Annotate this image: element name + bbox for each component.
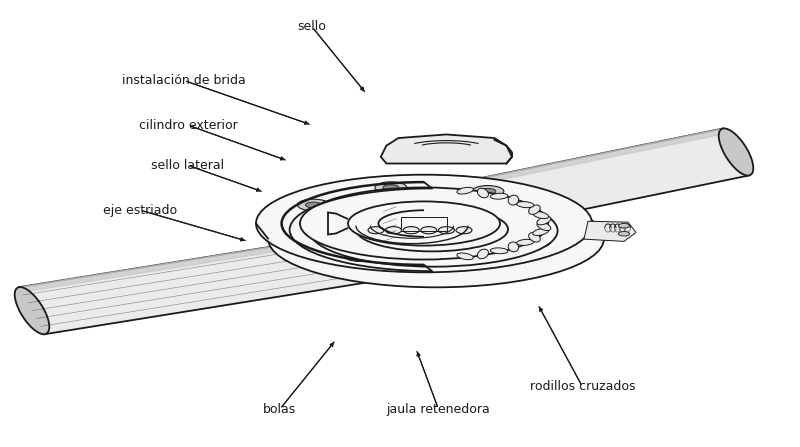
Polygon shape [19,236,342,292]
Ellipse shape [441,253,473,265]
Ellipse shape [14,287,50,334]
Ellipse shape [457,253,474,260]
Ellipse shape [375,182,407,194]
Text: sello lateral: sello lateral [151,159,225,172]
Ellipse shape [472,186,504,197]
Ellipse shape [306,202,322,208]
Text: cilindro exterior: cilindro exterior [138,118,238,132]
Polygon shape [584,221,636,241]
Ellipse shape [517,202,534,208]
Ellipse shape [438,227,454,234]
Ellipse shape [368,227,384,234]
Ellipse shape [298,199,330,211]
Ellipse shape [383,185,399,190]
Ellipse shape [529,205,540,215]
Ellipse shape [456,227,472,234]
Ellipse shape [344,250,376,261]
Ellipse shape [533,228,549,236]
Ellipse shape [490,193,508,199]
Ellipse shape [457,187,474,194]
Ellipse shape [718,128,754,176]
Text: eje estriado: eje estriado [103,203,177,217]
Ellipse shape [526,239,542,245]
Ellipse shape [300,187,548,260]
Ellipse shape [508,195,518,205]
Text: instalación de brida: instalación de brida [122,74,246,87]
Ellipse shape [517,239,534,245]
Ellipse shape [533,211,549,219]
Ellipse shape [256,175,592,272]
Ellipse shape [480,189,496,194]
Polygon shape [19,236,365,334]
Ellipse shape [478,188,489,198]
Polygon shape [483,128,726,183]
Ellipse shape [310,194,558,267]
Text: rodillos cruzados: rodillos cruzados [530,380,635,393]
Ellipse shape [529,232,540,242]
Text: bolas: bolas [263,402,297,416]
Ellipse shape [490,248,508,254]
Text: sello: sello [298,20,326,34]
Ellipse shape [478,249,489,259]
Ellipse shape [618,224,630,228]
Ellipse shape [449,257,465,262]
Ellipse shape [618,232,630,236]
Ellipse shape [356,207,508,251]
Ellipse shape [403,227,419,234]
Polygon shape [381,135,512,164]
Ellipse shape [352,253,368,258]
Ellipse shape [386,227,402,234]
Ellipse shape [348,202,500,245]
Ellipse shape [537,222,551,231]
Text: jaula retenedora: jaula retenedora [386,402,490,416]
Polygon shape [483,128,749,225]
Ellipse shape [268,190,604,287]
Ellipse shape [518,236,550,248]
Ellipse shape [537,216,551,225]
Ellipse shape [421,227,437,234]
Ellipse shape [508,242,518,252]
